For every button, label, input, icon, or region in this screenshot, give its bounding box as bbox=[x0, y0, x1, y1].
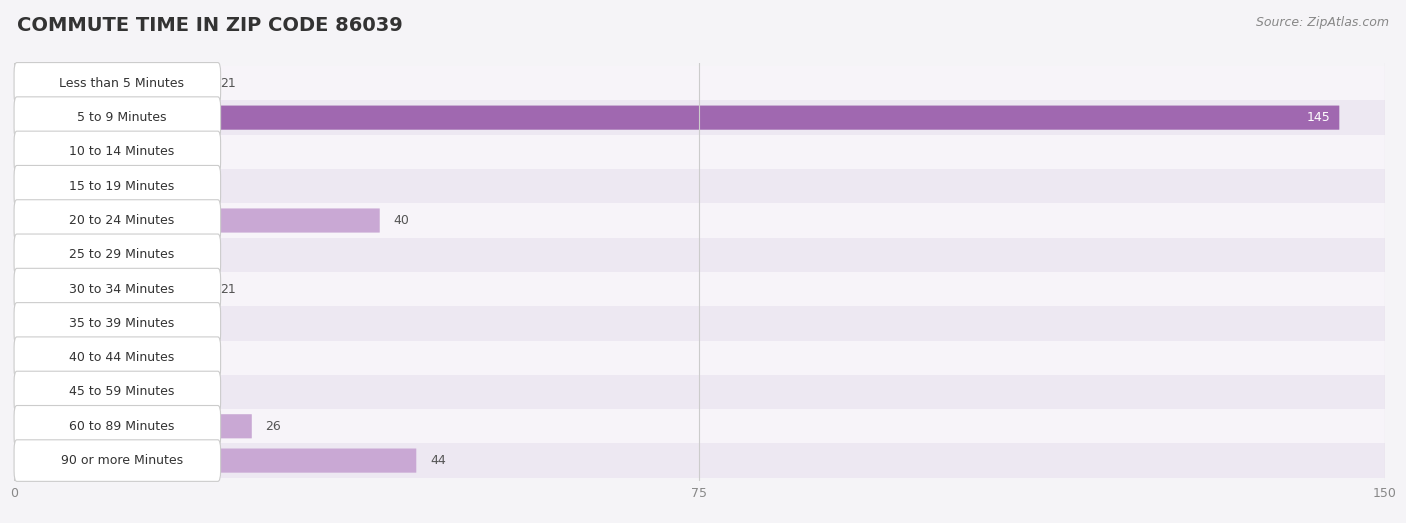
Text: 40: 40 bbox=[394, 214, 409, 227]
FancyBboxPatch shape bbox=[14, 209, 380, 233]
Text: 11: 11 bbox=[128, 180, 143, 192]
FancyBboxPatch shape bbox=[14, 169, 1385, 203]
FancyBboxPatch shape bbox=[14, 371, 221, 413]
Text: COMMUTE TIME IN ZIP CODE 86039: COMMUTE TIME IN ZIP CODE 86039 bbox=[17, 16, 402, 35]
FancyBboxPatch shape bbox=[14, 375, 1385, 409]
FancyBboxPatch shape bbox=[14, 100, 1385, 135]
Text: 0: 0 bbox=[32, 351, 41, 364]
Text: 21: 21 bbox=[219, 282, 235, 295]
FancyBboxPatch shape bbox=[14, 200, 221, 241]
FancyBboxPatch shape bbox=[14, 414, 252, 438]
Text: 21: 21 bbox=[219, 77, 235, 90]
Text: Less than 5 Minutes: Less than 5 Minutes bbox=[59, 77, 184, 90]
FancyBboxPatch shape bbox=[14, 306, 1385, 340]
FancyBboxPatch shape bbox=[14, 337, 221, 379]
FancyBboxPatch shape bbox=[14, 97, 221, 139]
FancyBboxPatch shape bbox=[14, 277, 207, 301]
Text: 44: 44 bbox=[430, 454, 446, 467]
FancyBboxPatch shape bbox=[14, 405, 221, 447]
FancyBboxPatch shape bbox=[14, 131, 221, 173]
FancyBboxPatch shape bbox=[14, 380, 97, 404]
FancyBboxPatch shape bbox=[14, 449, 416, 473]
Text: 9: 9 bbox=[110, 385, 118, 399]
Text: 15 to 19 Minutes: 15 to 19 Minutes bbox=[69, 180, 174, 192]
FancyBboxPatch shape bbox=[14, 303, 221, 344]
FancyBboxPatch shape bbox=[14, 63, 221, 104]
FancyBboxPatch shape bbox=[14, 243, 21, 267]
Text: 145: 145 bbox=[1306, 111, 1330, 124]
FancyBboxPatch shape bbox=[14, 409, 1385, 444]
Text: 10 to 14 Minutes: 10 to 14 Minutes bbox=[69, 145, 174, 158]
FancyBboxPatch shape bbox=[14, 237, 1385, 272]
FancyBboxPatch shape bbox=[14, 272, 1385, 306]
Text: 25 to 29 Minutes: 25 to 29 Minutes bbox=[69, 248, 174, 262]
FancyBboxPatch shape bbox=[14, 165, 221, 207]
FancyBboxPatch shape bbox=[14, 174, 115, 198]
FancyBboxPatch shape bbox=[14, 135, 1385, 169]
FancyBboxPatch shape bbox=[14, 340, 1385, 375]
FancyBboxPatch shape bbox=[14, 106, 1340, 130]
Text: 26: 26 bbox=[266, 420, 281, 433]
FancyBboxPatch shape bbox=[14, 203, 1385, 237]
Text: 40 to 44 Minutes: 40 to 44 Minutes bbox=[69, 351, 174, 364]
Text: 60 to 89 Minutes: 60 to 89 Minutes bbox=[69, 420, 174, 433]
Text: Source: ZipAtlas.com: Source: ZipAtlas.com bbox=[1256, 16, 1389, 29]
FancyBboxPatch shape bbox=[14, 71, 207, 95]
Text: 0: 0 bbox=[32, 248, 41, 262]
Text: 17: 17 bbox=[183, 145, 200, 158]
Text: 90 or more Minutes: 90 or more Minutes bbox=[60, 454, 183, 467]
FancyBboxPatch shape bbox=[14, 234, 221, 276]
FancyBboxPatch shape bbox=[14, 346, 21, 370]
Text: 5 to 9 Minutes: 5 to 9 Minutes bbox=[77, 111, 167, 124]
Text: 30 to 34 Minutes: 30 to 34 Minutes bbox=[69, 282, 174, 295]
Text: 35 to 39 Minutes: 35 to 39 Minutes bbox=[69, 317, 174, 330]
Text: 45 to 59 Minutes: 45 to 59 Minutes bbox=[69, 385, 174, 399]
FancyBboxPatch shape bbox=[14, 440, 221, 481]
FancyBboxPatch shape bbox=[14, 311, 21, 335]
Text: 20 to 24 Minutes: 20 to 24 Minutes bbox=[69, 214, 174, 227]
FancyBboxPatch shape bbox=[14, 66, 1385, 100]
FancyBboxPatch shape bbox=[14, 140, 170, 164]
FancyBboxPatch shape bbox=[14, 268, 221, 310]
FancyBboxPatch shape bbox=[14, 444, 1385, 477]
Text: 0: 0 bbox=[32, 317, 41, 330]
